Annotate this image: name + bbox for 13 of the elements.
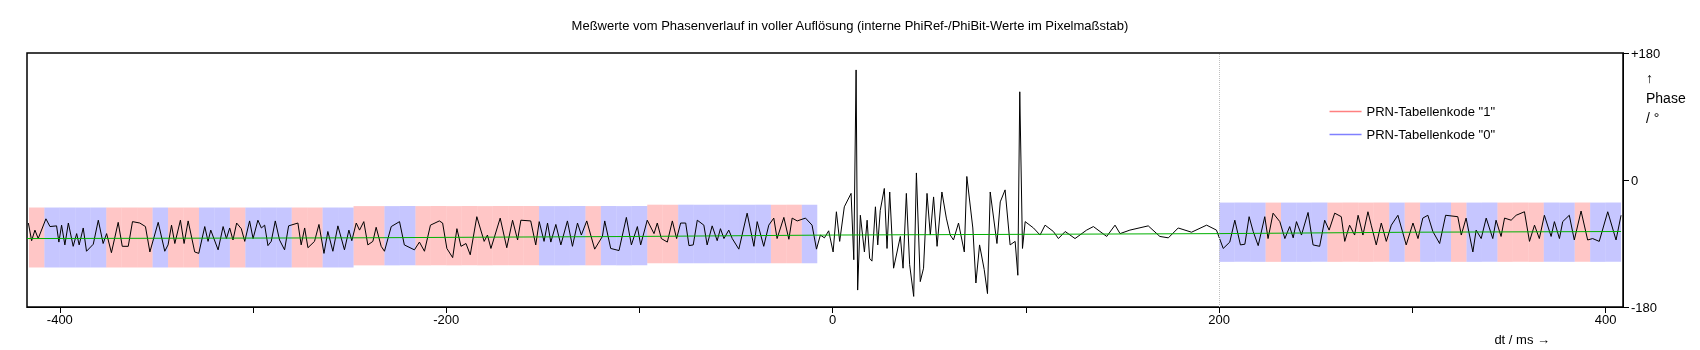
- legend-label: PRN-Tabellenkode "1": [1366, 104, 1496, 119]
- y-tick-label: +180: [1631, 45, 1661, 61]
- x-axis-title: dt / ms →: [1494, 332, 1551, 347]
- y-tick-label: -180: [1631, 299, 1658, 315]
- x-tick-label: 0: [829, 312, 837, 327]
- x-tick-label: -200: [433, 312, 460, 327]
- chart-title: Meßwerte vom Phasenverlauf in voller Auflösung (interne PhiRef-/PhiBit-Werte im Pixelmaßstab): [571, 18, 1129, 33]
- y-axis-title: ↑ Phase / °: [1646, 70, 1690, 126]
- x-tick-label: 400: [1594, 312, 1617, 327]
- x-tick-label: 200: [1208, 312, 1231, 327]
- legend-label: PRN-Tabellenkode "0": [1366, 127, 1496, 142]
- x-tick-label: -400: [46, 312, 73, 327]
- y-tick-label: 0: [1631, 172, 1639, 188]
